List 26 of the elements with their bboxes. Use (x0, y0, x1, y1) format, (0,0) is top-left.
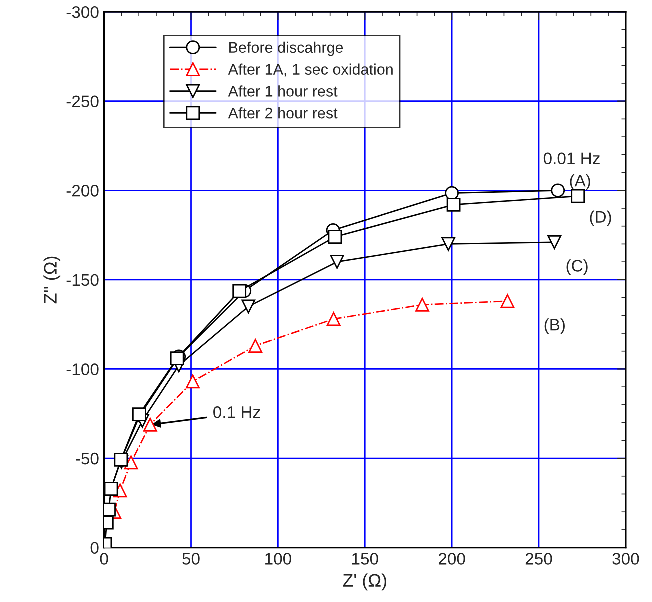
x-tick-label: 250 (526, 553, 552, 565)
legend-label: After 1A, 1 sec oxidation (228, 64, 393, 77)
y-tick-label: -200 (66, 185, 99, 197)
x-tick-label: 0 (100, 553, 108, 565)
y-tick-label: 0 (90, 542, 99, 554)
y-tick-label: -150 (66, 274, 99, 286)
annotation: 0.01 Hz (544, 152, 600, 165)
annotation: (D) (590, 210, 612, 226)
annotation: (C) (566, 260, 588, 276)
annotation: 0.1 Hz (214, 406, 260, 418)
y-tick-label: -100 (66, 364, 99, 376)
x-tick-label: 50 (182, 553, 200, 565)
x-tick-label: 300 (612, 553, 640, 565)
y-tick-label: -250 (66, 96, 99, 108)
x-tick-label: 200 (438, 553, 466, 565)
y-tick-label: -300 (66, 6, 99, 18)
y-axis-title: Z'' (Ω) (44, 256, 61, 304)
y-tick-label: -50 (76, 452, 99, 465)
annotation: (A) (570, 174, 590, 190)
legend-label: After 2 hour rest (228, 108, 338, 119)
legend-label: After 1 hour rest (228, 86, 338, 97)
legend-label: Before discahrge (230, 42, 344, 56)
x-axis-title: Z' (Ω) (343, 574, 387, 591)
annotation: (B) (544, 318, 565, 334)
x-tick-label: 100 (266, 553, 292, 565)
x-tick-label: 150 (352, 553, 378, 565)
